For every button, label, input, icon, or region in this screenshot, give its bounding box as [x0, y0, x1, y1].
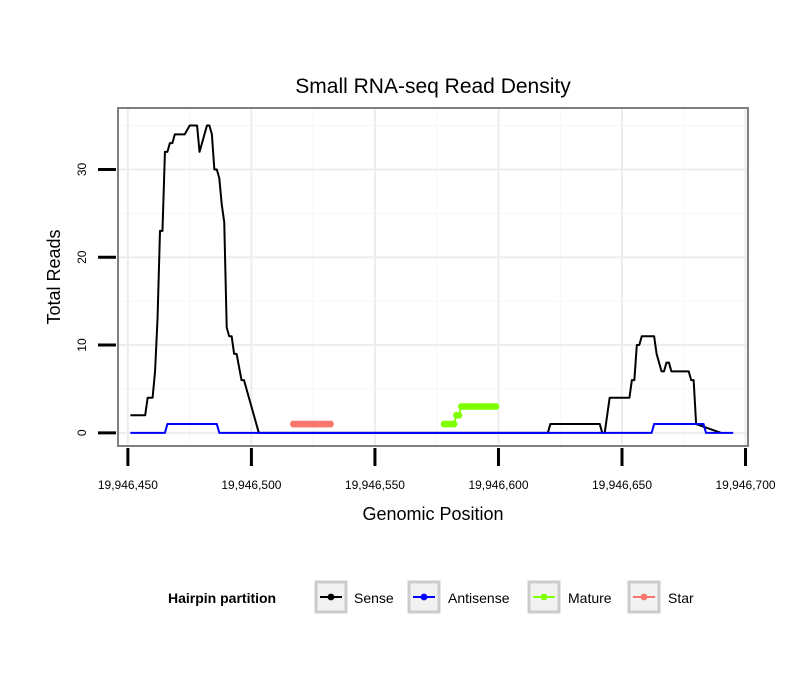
legend-key-point: [640, 593, 648, 601]
legend-entry-sense: Sense: [314, 580, 394, 614]
x-tick-label: 19,946,550: [345, 478, 405, 492]
series-mature: [440, 403, 500, 428]
legend-key-point: [420, 593, 428, 601]
grid-lines: [118, 108, 748, 446]
x-axis-ticks: 19,946,450 19,946,500 19,946,550 19,946,600…: [98, 448, 776, 492]
x-tick-label: 19,946,600: [468, 478, 528, 492]
chart-title: Small RNA-seq Read Density: [295, 75, 571, 98]
y-axis-ticks: 0 10 20 30: [75, 162, 116, 436]
y-tick-label: 0: [75, 429, 89, 436]
plot-background: [118, 108, 748, 446]
x-tick-label: 19,946,700: [715, 478, 775, 492]
legend-label: Star: [668, 590, 694, 606]
series-star: [290, 420, 334, 428]
legend-title: Hairpin partition: [168, 590, 276, 606]
legend-entry-mature: Mature: [527, 580, 612, 614]
x-tick-label: 19,946,500: [221, 478, 281, 492]
legend-entry-antisense: Antisense: [407, 580, 510, 614]
y-tick-label: 30: [75, 162, 89, 176]
y-tick-label: 10: [75, 338, 89, 352]
series-sense: [130, 124, 722, 434]
data-point-mature: [450, 420, 458, 428]
data-point-star: [327, 420, 334, 428]
legend-entry-star: Star: [627, 580, 694, 614]
legend-label: Antisense: [448, 590, 510, 606]
legend: Hairpin partition Sense Antisense Mature St…: [168, 580, 694, 614]
x-axis-label: Genomic Position: [362, 504, 503, 524]
legend-key-point: [327, 593, 335, 601]
legend-label: Mature: [568, 590, 612, 606]
y-axis-label: Total Reads: [44, 229, 64, 324]
legend-label: Sense: [354, 590, 394, 606]
legend-key-point: [540, 593, 548, 601]
series-line-sense: [130, 124, 722, 434]
data-point-mature: [492, 403, 500, 410]
series-line-antisense: [130, 423, 734, 434]
data-series: [130, 124, 734, 434]
y-tick-label: 20: [75, 250, 89, 264]
series-antisense: [130, 423, 734, 434]
data-point-mature: [455, 411, 463, 419]
plot-border: [117, 107, 749, 447]
x-tick-label: 19,946,650: [592, 478, 652, 492]
x-tick-label: 19,946,450: [98, 478, 158, 492]
